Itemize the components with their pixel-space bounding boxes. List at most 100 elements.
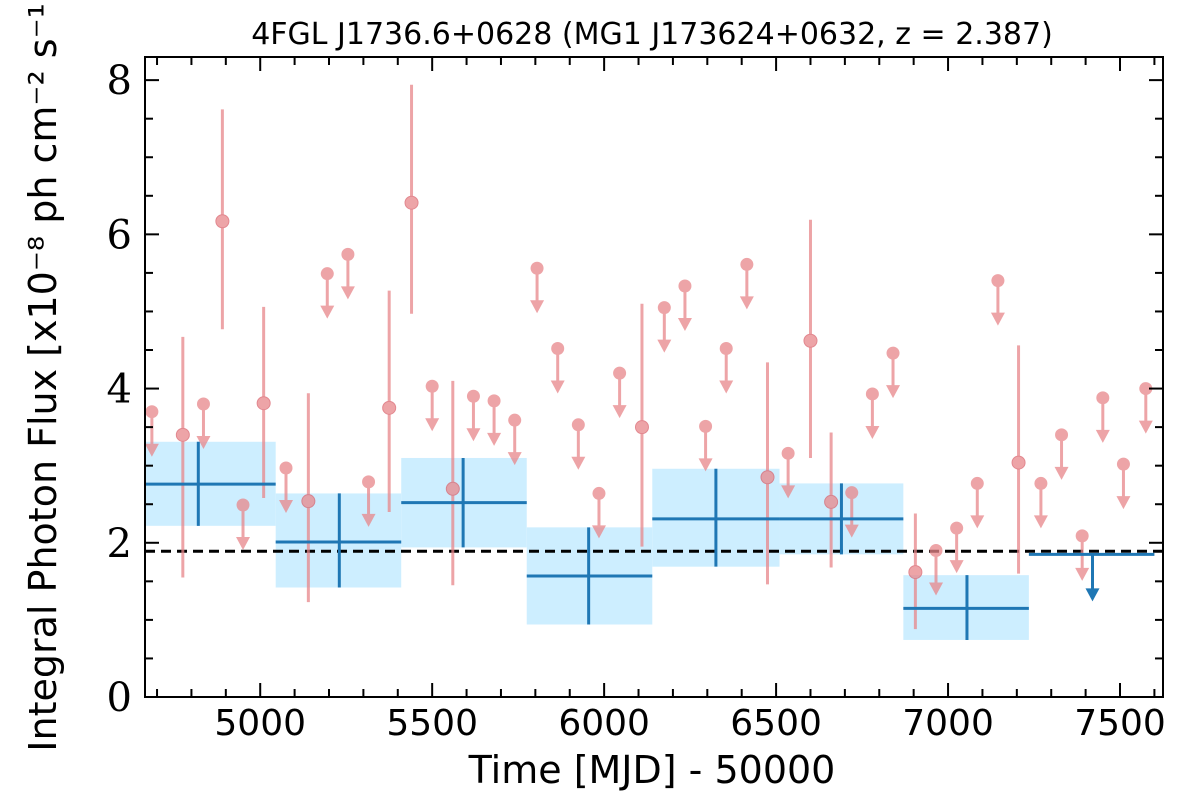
short-bin-upper-limit-point [613, 366, 627, 380]
short-bin-upper-limit-arrow [507, 452, 522, 466]
short-bin-upper-limit-arrow [612, 405, 627, 419]
short-bin-upper-limit-point [1034, 476, 1048, 490]
short-bin-upper-limit-point [991, 274, 1005, 288]
short-bin-upper-limit-point [508, 413, 522, 427]
short-bin-upper-limit-point [740, 257, 754, 271]
short-bin-upper-limit-arrow [865, 425, 880, 439]
short-bin-upper-limit-arrow [591, 525, 606, 539]
short-bin-upper-limit-point [592, 486, 606, 500]
short-bin-point [803, 333, 818, 348]
short-bin-upper-limit-arrow [1095, 429, 1110, 443]
short-bin-upper-limit-arrow [990, 312, 1005, 326]
short-bin-point [301, 494, 316, 509]
short-bin-point [760, 470, 775, 485]
short-bin-upper-limit-arrow [781, 485, 796, 499]
x-tick-label: 7000 [902, 703, 994, 744]
short-bin-upper-limit-arrow [320, 305, 335, 319]
short-bin-upper-limit-arrow [550, 380, 565, 394]
short-bin-upper-limit-arrow [144, 443, 159, 457]
short-bin-upper-limit-arrow [571, 456, 586, 470]
short-bin-upper-limit-arrow [929, 582, 944, 596]
short-bin-upper-limit-point [1075, 529, 1089, 543]
short-bin-upper-limit-arrow [196, 435, 211, 449]
short-bin-upper-limit-point [1055, 428, 1069, 442]
y-tick-label: 0 [107, 675, 132, 721]
short-bin-upper-limit-arrow [1116, 496, 1131, 510]
short-bin-upper-limit-point [1139, 382, 1153, 396]
x-tick-label: 5000 [214, 703, 306, 744]
short-bin-upper-limit-point [236, 498, 250, 512]
short-bin-upper-limit-point [781, 446, 795, 460]
short-bin-upper-limit-point [719, 341, 733, 355]
short-bin-point [404, 195, 419, 210]
short-bin-upper-limit-point [657, 301, 671, 315]
x-tick-label: 6000 [558, 703, 650, 744]
short-bin-upper-limit-arrow [1138, 420, 1153, 434]
short-bin-upper-limit-point [1116, 457, 1130, 471]
short-bin-upper-limit-point [551, 341, 565, 355]
plot-frame [144, 56, 1164, 698]
short-bin-upper-limit-point [145, 405, 159, 419]
short-bin-upper-limit-arrow [425, 418, 440, 432]
short-bin-upper-limit-arrow [1033, 515, 1048, 529]
short-bin-point [824, 494, 839, 509]
short-bin-upper-limit-arrow [970, 515, 985, 529]
short-bin-upper-limit-arrow [279, 499, 294, 513]
plot-area: 5000 5500 6000 6500 7000 7500 0 2 4 6 8 [107, 56, 1166, 744]
y-tick-label: 4 [107, 367, 132, 413]
long-bin-upper-limit-arrow [1085, 588, 1100, 602]
short-bin-series [144, 84, 1153, 630]
short-bin-upper-limit-arrow [698, 458, 713, 472]
short-bin-point [1011, 455, 1026, 470]
x-axis-label: Time [MJD] - 50000 [468, 748, 836, 792]
short-bin-upper-limit-point [1096, 391, 1110, 405]
short-bin-upper-limit-arrow [739, 296, 754, 310]
x-tick-label: 5500 [386, 703, 478, 744]
short-bin-upper-limit-point [530, 261, 544, 275]
short-bin-point [634, 420, 649, 435]
short-bin-upper-limit-point [196, 397, 210, 411]
short-bin-upper-limit-point [279, 461, 293, 475]
short-bin-upper-limit-point [341, 247, 355, 261]
x-tick-label: 6500 [730, 703, 822, 744]
short-bin-upper-limit-point [845, 486, 859, 500]
y-tick-label: 6 [107, 212, 132, 258]
short-bin-upper-limit-arrow [1054, 466, 1069, 480]
short-bin-upper-limit-point [886, 346, 900, 360]
short-bin-upper-limit-arrow [844, 524, 859, 538]
short-bin-upper-limit-arrow [719, 380, 734, 394]
y-tick-label: 8 [107, 58, 132, 104]
short-bin-point [256, 396, 271, 411]
short-bin-upper-limit-point [466, 389, 480, 403]
short-bin-upper-limit-point [929, 543, 943, 557]
short-bin-upper-limit-point [487, 394, 501, 408]
short-bin-upper-limit-arrow [1075, 567, 1090, 581]
short-bin-upper-limit-point [320, 267, 334, 281]
short-bin-upper-limit-point [950, 521, 964, 535]
short-bin-point [908, 565, 923, 580]
short-bin-upper-limit-arrow [466, 428, 481, 442]
short-bin-upper-limit-arrow [677, 318, 692, 332]
short-bin-upper-limit-point [865, 387, 879, 401]
short-bin-point [175, 427, 190, 442]
short-bin-upper-limit-arrow [236, 537, 251, 550]
y-tick-label: 2 [107, 521, 132, 567]
chart-title: 4FGL J1736.6+0628 (MG1 J173624+0632, z =… [251, 17, 1053, 52]
short-bin-upper-limit-arrow [340, 286, 355, 300]
short-bin-upper-limit-arrow [886, 385, 901, 399]
short-bin-upper-limit-point [678, 279, 692, 293]
short-bin-upper-limit-arrow [361, 513, 376, 527]
short-bin-upper-limit-arrow [487, 432, 502, 446]
short-bin-upper-limit-arrow [657, 339, 672, 353]
y-axis-label: Integral Photon Flux [x10⁻⁸ ph cm⁻² s⁻¹] [21, 0, 65, 752]
short-bin-point [382, 400, 397, 415]
short-bin-upper-limit-point [970, 476, 984, 490]
short-bin-upper-limit-arrow [949, 560, 964, 574]
short-bin-upper-limit-arrow [530, 300, 545, 314]
short-bin-upper-limit-point [362, 475, 376, 489]
short-bin-point [215, 214, 230, 229]
short-bin-upper-limit-point [699, 419, 713, 433]
short-bin-upper-limit-point [425, 379, 439, 393]
x-tick-label: 7500 [1074, 703, 1166, 744]
